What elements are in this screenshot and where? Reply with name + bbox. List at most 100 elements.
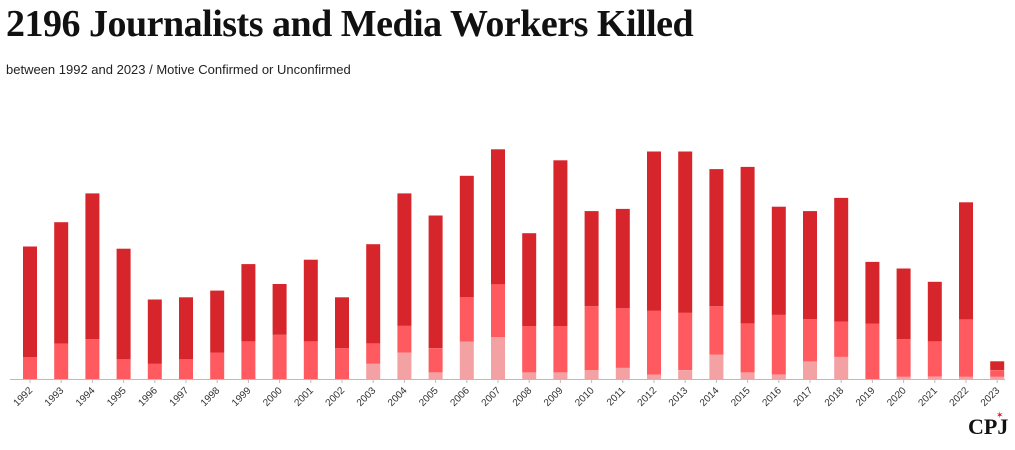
x-tick-label: 2017 [792, 385, 816, 409]
bar-segment-2005-s2[interactable] [428, 348, 443, 373]
bar-segment-2007-s3[interactable] [491, 149, 505, 285]
bar-segment-2014-s2[interactable] [709, 306, 724, 355]
bar-segment-2012-s3[interactable] [647, 151, 661, 311]
x-tick-label: 2003 [355, 385, 379, 409]
bar-segment-2020-s2[interactable] [896, 339, 911, 377]
bar-segment-2018-s2[interactable] [834, 321, 849, 357]
x-tick-label: 2021 [916, 385, 940, 409]
bar-segment-2022-s3[interactable] [959, 202, 973, 320]
bar-segment-2002-s2[interactable] [335, 348, 349, 379]
x-tick-label: 2015 [729, 385, 753, 409]
bar-segment-1994-s3[interactable] [85, 193, 100, 340]
bar-segment-1995-s3[interactable] [116, 248, 131, 360]
bar-segment-2016-s3[interactable] [771, 206, 786, 315]
bar-segment-2010-s3[interactable] [584, 211, 599, 307]
bar-segment-2006-s2[interactable] [459, 297, 474, 342]
bar-segment-2005-s3[interactable] [428, 215, 443, 349]
bar-segment-1997-s2[interactable] [179, 359, 193, 379]
bar-segment-2019-s2[interactable] [865, 323, 880, 379]
bar-segment-2023-s3[interactable] [990, 361, 1005, 371]
x-tick-label: 1997 [168, 385, 192, 409]
bar-segment-2019-s3[interactable] [865, 261, 880, 324]
bar-segment-2006-s3[interactable] [459, 175, 474, 298]
bar-segment-2009-s3[interactable] [553, 160, 568, 326]
bar-segment-2021-s3[interactable] [927, 281, 942, 342]
bar-segment-1993-s3[interactable] [54, 222, 69, 344]
bar-segment-2003-s3[interactable] [366, 244, 381, 344]
bar-segment-2005-s1[interactable] [428, 372, 443, 379]
bar-segment-2017-s1[interactable] [803, 361, 817, 379]
bar-segment-2011-s3[interactable] [615, 208, 630, 309]
bar-segment-2018-s3[interactable] [834, 197, 849, 322]
bar-segment-1996-s2[interactable] [147, 363, 162, 380]
bar-segment-2000-s3[interactable] [272, 284, 287, 335]
bar-segment-2021-s1[interactable] [927, 376, 942, 379]
bar-segment-1996-s3[interactable] [147, 299, 162, 364]
bar-segment-2013-s3[interactable] [678, 151, 693, 313]
bar-segment-2000-s2[interactable] [272, 334, 287, 379]
bar-segment-2002-s3[interactable] [335, 297, 349, 349]
bar-segment-1994-s2[interactable] [85, 339, 100, 379]
bar-segment-2003-s2[interactable] [366, 343, 381, 364]
bar-segment-2003-s1[interactable] [366, 363, 381, 380]
bar-segment-2008-s3[interactable] [522, 233, 537, 326]
bar-segment-2016-s2[interactable] [771, 314, 786, 375]
bar-segment-2016-s1[interactable] [771, 374, 786, 379]
bar-segment-2014-s3[interactable] [709, 169, 724, 307]
bar-segment-2007-s1[interactable] [491, 337, 505, 379]
bar-segment-2015-s1[interactable] [740, 372, 755, 379]
bar-segment-2010-s2[interactable] [584, 306, 599, 371]
bar-segment-2017-s2[interactable] [803, 319, 817, 362]
bar-segment-2020-s3[interactable] [896, 268, 911, 340]
bar-segment-1992-s3[interactable] [23, 246, 37, 358]
x-tick-label: 2005 [417, 385, 441, 409]
bar-segment-1998-s2[interactable] [210, 352, 225, 380]
cpj-logo: CPJ [968, 414, 1009, 439]
bar-segment-1999-s2[interactable] [241, 341, 256, 379]
x-tick-label: 2018 [823, 385, 847, 409]
bar-segment-2020-s1[interactable] [896, 376, 911, 379]
x-tick-label: 2011 [605, 385, 628, 408]
bar-segment-2012-s1[interactable] [647, 374, 661, 379]
bar-segment-2007-s2[interactable] [491, 284, 505, 337]
bar-segment-2008-s1[interactable] [522, 372, 537, 379]
bar-segment-2013-s1[interactable] [678, 370, 693, 379]
bar-segment-2012-s2[interactable] [647, 310, 661, 375]
bar-segment-2006-s1[interactable] [459, 341, 474, 379]
x-tick-label: 2004 [386, 385, 410, 409]
bar-segment-1999-s3[interactable] [241, 264, 256, 342]
bar-segment-2008-s2[interactable] [522, 326, 537, 373]
x-tick-label: 2001 [292, 385, 316, 409]
bar-segment-2009-s2[interactable] [553, 326, 568, 373]
bar-segment-2004-s1[interactable] [397, 352, 412, 380]
x-tick-label: 2010 [573, 385, 597, 409]
bar-segment-2015-s2[interactable] [740, 323, 755, 373]
bar-segment-1995-s2[interactable] [116, 359, 131, 379]
bar-segment-1998-s3[interactable] [210, 290, 225, 353]
bar-segment-2011-s2[interactable] [615, 308, 630, 368]
x-tick-label: 2023 [979, 385, 1003, 409]
bar-segment-2001-s3[interactable] [303, 259, 318, 342]
bar-segment-2010-s1[interactable] [584, 370, 599, 379]
bar-segment-2018-s1[interactable] [834, 356, 849, 379]
bar-segment-2014-s1[interactable] [709, 354, 724, 379]
bar-segment-2023-s1[interactable] [990, 376, 1005, 379]
x-tick-label: 2009 [542, 385, 566, 409]
bar-segment-1992-s2[interactable] [23, 356, 37, 379]
bar-segment-2021-s2[interactable] [927, 341, 942, 377]
bar-segment-2001-s2[interactable] [303, 341, 318, 379]
bar-segment-2004-s3[interactable] [397, 193, 412, 326]
bar-segment-2023-s2[interactable] [990, 370, 1005, 377]
bar-segment-2017-s3[interactable] [803, 211, 817, 320]
bar-segment-2022-s2[interactable] [959, 319, 973, 377]
bar-segment-2013-s2[interactable] [678, 312, 693, 371]
bar-segment-2009-s1[interactable] [553, 372, 568, 379]
bar-segment-2011-s1[interactable] [615, 368, 630, 379]
bar-segment-1993-s2[interactable] [54, 343, 69, 379]
bar-segment-1997-s3[interactable] [179, 297, 193, 360]
bar-segment-2015-s3[interactable] [740, 166, 755, 324]
x-tick-label: 2007 [480, 385, 504, 409]
bar-segment-2004-s2[interactable] [397, 326, 412, 353]
bar-segment-2022-s1[interactable] [959, 376, 973, 379]
